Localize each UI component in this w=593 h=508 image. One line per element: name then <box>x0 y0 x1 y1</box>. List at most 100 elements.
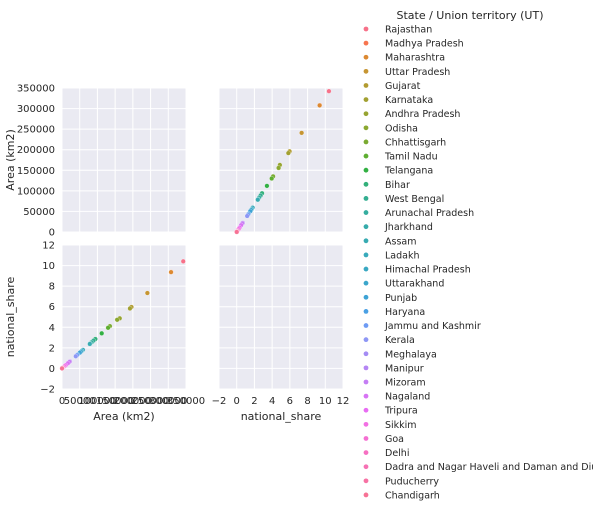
legend-label: Tamil Nadu <box>384 152 438 163</box>
legend-item: Gujarat <box>363 81 421 92</box>
legend-marker <box>363 68 369 74</box>
x-tick-label: 0 <box>59 396 65 407</box>
legend-marker <box>363 54 369 60</box>
legend-item: Puducherry <box>363 476 439 487</box>
x-tick-label: 12 <box>337 396 350 407</box>
legend-label: Odisha <box>385 123 418 134</box>
point-maharashtra <box>168 269 174 275</box>
legend-marker <box>363 323 369 328</box>
legend-marker <box>363 280 369 286</box>
point-odisha <box>114 317 120 323</box>
legend-marker <box>363 266 369 272</box>
legend-label: Tripura <box>384 406 418 417</box>
legend-marker <box>363 181 369 187</box>
legend-item: Arunachal Pradesh <box>363 208 474 219</box>
legend-item: Himachal Pradesh <box>363 265 471 276</box>
x-tick-label: 100000 <box>78 396 116 407</box>
legend-marker <box>363 97 369 102</box>
panel-1-0 <box>59 244 187 390</box>
legend-marker <box>363 309 369 314</box>
legend-label: Meghalaya <box>385 349 437 360</box>
y-tick-label: 200000 <box>17 145 55 156</box>
point-assam <box>255 197 261 203</box>
panel-1-1 <box>218 244 344 390</box>
y-tick-label: 300000 <box>17 104 55 115</box>
legend-label: Bihar <box>385 180 410 191</box>
legend-item: Kerala <box>363 335 415 346</box>
y-tick-label: 0 <box>49 364 55 375</box>
legend-label: Arunachal Pradesh <box>385 208 474 219</box>
x-tick-label: 8 <box>304 396 310 407</box>
legend-label: Uttar Pradesh <box>385 67 450 78</box>
point-telangana <box>99 330 105 336</box>
panel-background <box>219 88 343 232</box>
y-tick-label: 100000 <box>17 186 55 197</box>
panel-background <box>62 88 186 232</box>
legend-label: Himachal Pradesh <box>385 265 471 276</box>
legend-item: West Bengal <box>363 194 444 205</box>
legend-marker <box>363 238 369 244</box>
legend-label: Karnataka <box>385 95 433 106</box>
point-assam <box>87 341 93 347</box>
legend-marker <box>363 224 369 230</box>
legend-marker <box>363 478 369 484</box>
legend-marker <box>363 337 369 343</box>
x-tick-label: 2 <box>251 396 257 407</box>
point-uttar-pradesh <box>299 130 305 136</box>
x-tick-label: 300000 <box>149 396 187 407</box>
legend-label: Dadra and Nagar Haveli and Daman and Diu <box>385 462 593 473</box>
y-tick-label: 4 <box>49 323 55 334</box>
legend-item: Jharkhand <box>363 222 433 233</box>
point-chandigarh <box>59 365 65 371</box>
x-tick-label: 250000 <box>131 396 169 407</box>
x-tick-label: 150000 <box>96 396 134 407</box>
legend-label: Jharkhand <box>384 222 433 233</box>
y-tick-label: 150000 <box>17 166 55 177</box>
panel-0-0 <box>61 87 187 233</box>
point-telangana <box>264 183 270 189</box>
legend-marker <box>363 492 369 498</box>
y-tick-label: 12 <box>42 241 55 252</box>
legend-marker <box>363 210 369 215</box>
legend-label: Uttarakhand <box>385 279 444 290</box>
x-tick-label: 10 <box>319 396 332 407</box>
legend-item: Tripura <box>363 406 418 417</box>
legend-label: Chandigarh <box>385 490 440 501</box>
x-tick-label: 4 <box>269 396 275 407</box>
legend-marker <box>363 125 369 131</box>
x-tick-label: −2 <box>212 396 227 407</box>
legend-item: Mizoram <box>363 378 426 389</box>
y-tick-label: 8 <box>49 282 55 293</box>
y-tick-label: 2 <box>49 343 55 354</box>
point-karnataka <box>285 150 291 156</box>
legend-label: Goa <box>385 434 404 445</box>
legend-item: Chandigarh <box>363 490 440 501</box>
legend-item: Punjab <box>363 293 417 304</box>
point-chandigarh <box>234 229 240 235</box>
legend-item: Uttar Pradesh <box>363 67 450 78</box>
y-tick-label: 50000 <box>23 207 55 218</box>
legend-label: Maharashtra <box>385 53 445 64</box>
legend-item: Maharashtra <box>363 53 445 64</box>
legend-label: Telangana <box>384 166 433 177</box>
legend-marker <box>363 464 369 470</box>
legend-marker <box>363 40 369 46</box>
legend-item: Delhi <box>363 448 409 459</box>
legend-marker <box>363 365 369 371</box>
legend-item: Bihar <box>363 180 410 191</box>
y-tick-label: 6 <box>49 302 55 313</box>
legend-item: Chhattisgarh <box>363 137 446 148</box>
legend-label: Madhya Pradesh <box>385 39 464 50</box>
legend-item: Andhra Pradesh <box>363 109 460 120</box>
legend-marker <box>363 450 369 455</box>
legend: State / Union territory (UT) Rajasthan Mad… <box>363 9 593 501</box>
legend-marker <box>363 421 369 427</box>
legend-marker <box>363 167 369 173</box>
x-tick-label: 350000 <box>167 396 205 407</box>
legend-label: Jammu and Kashmir <box>384 321 481 332</box>
panel-background <box>219 245 343 389</box>
legend-marker <box>363 379 369 385</box>
legend-label: Ladakh <box>385 250 420 261</box>
legend-marker <box>363 407 369 413</box>
